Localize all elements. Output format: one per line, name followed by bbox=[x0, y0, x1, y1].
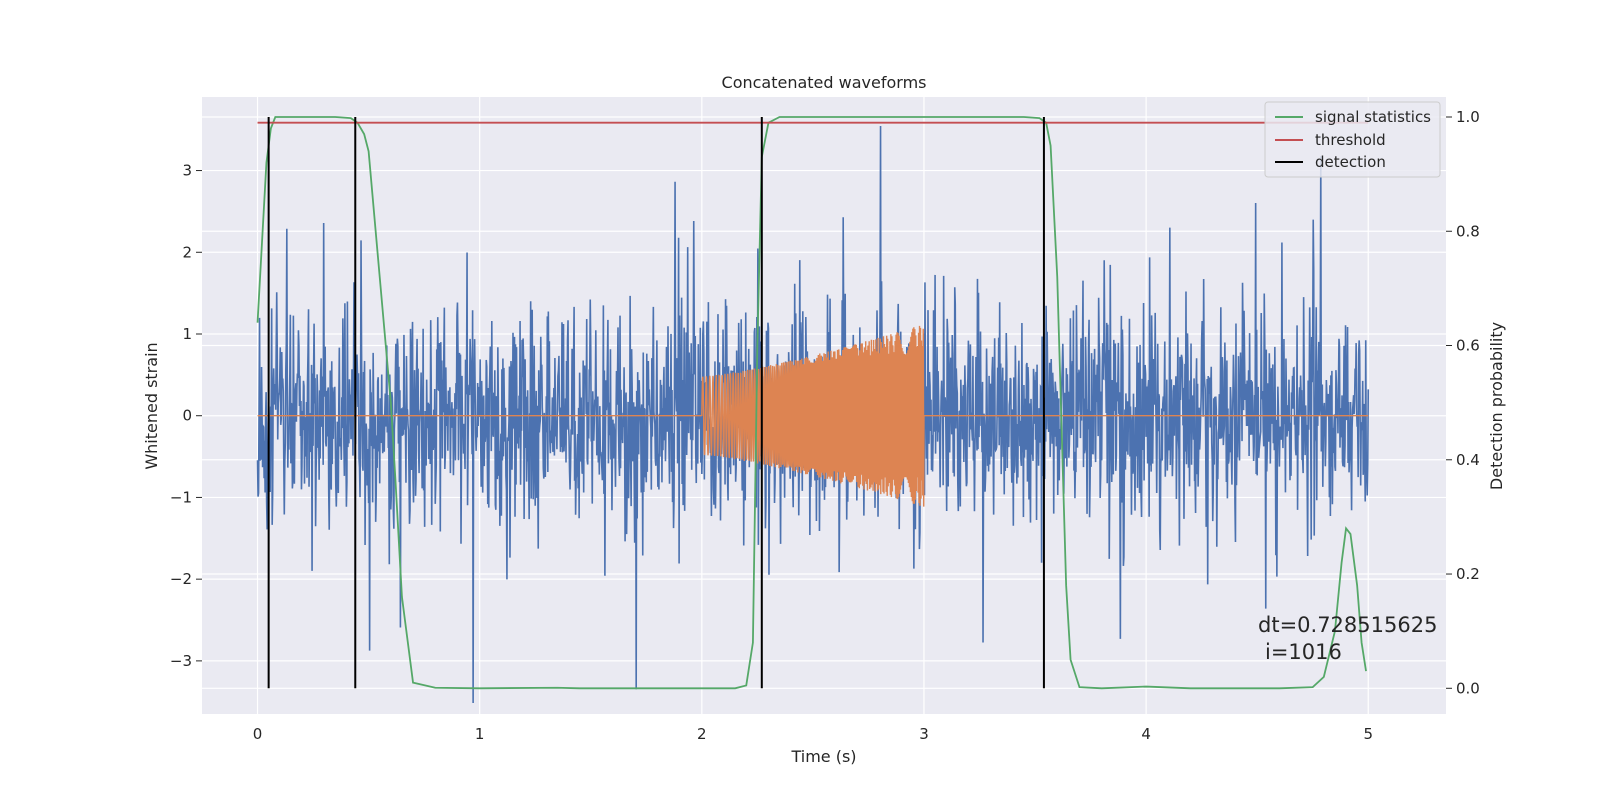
y2-tick-label: 0.6 bbox=[1456, 337, 1480, 355]
y-tick-label: −1 bbox=[170, 488, 192, 506]
annotation-i: i=1016 bbox=[1265, 640, 1342, 664]
x-axis-label: Time (s) bbox=[790, 747, 856, 766]
legend-label-signal-statistics: signal statistics bbox=[1315, 108, 1431, 126]
y2-tick-label: 0.8 bbox=[1456, 222, 1480, 240]
y2-tick-label: 0.0 bbox=[1456, 679, 1480, 697]
y2-axis-label: Detection probability bbox=[1487, 322, 1506, 490]
x-tick-label: 2 bbox=[697, 725, 707, 743]
y-tick-label: −2 bbox=[170, 570, 192, 588]
y-tick-label: 1 bbox=[182, 325, 192, 343]
legend-label-detection: detection bbox=[1315, 153, 1386, 171]
x-tick-label: 3 bbox=[919, 725, 929, 743]
x-tick-label: 4 bbox=[1141, 725, 1151, 743]
y-tick-label: 2 bbox=[182, 243, 192, 261]
x-tick-label: 1 bbox=[475, 725, 485, 743]
y-tick-label: −3 bbox=[170, 652, 192, 670]
legend: signal statistics threshold detection bbox=[1264, 101, 1441, 178]
y-tick-label: 3 bbox=[182, 162, 192, 180]
legend-label-threshold: threshold bbox=[1315, 131, 1386, 149]
x-tick-label: 0 bbox=[253, 725, 263, 743]
x-tick-label: 5 bbox=[1363, 725, 1373, 743]
tick-labels: 0 1 2 3 4 5 −3 −2 −1 0 1 2 3 0.0 0.2 0.4 0.6 0.8 1.0 bbox=[170, 108, 1480, 743]
series-layer bbox=[256, 116, 1370, 704]
y-tick-label: 0 bbox=[182, 407, 192, 425]
y2-tick-label: 1.0 bbox=[1456, 108, 1480, 126]
y-axis-label: Whitened strain bbox=[142, 342, 161, 469]
y2-tick-label: 0.2 bbox=[1456, 565, 1480, 583]
y2-tick-label: 0.4 bbox=[1456, 451, 1480, 469]
series-waveform bbox=[257, 325, 1369, 507]
plot-area bbox=[256, 116, 1370, 704]
legend-box bbox=[1264, 101, 1441, 178]
annotation-dt: dt=0.728515625 bbox=[1258, 613, 1437, 637]
chart-title: Concatenated waveforms bbox=[722, 73, 927, 92]
